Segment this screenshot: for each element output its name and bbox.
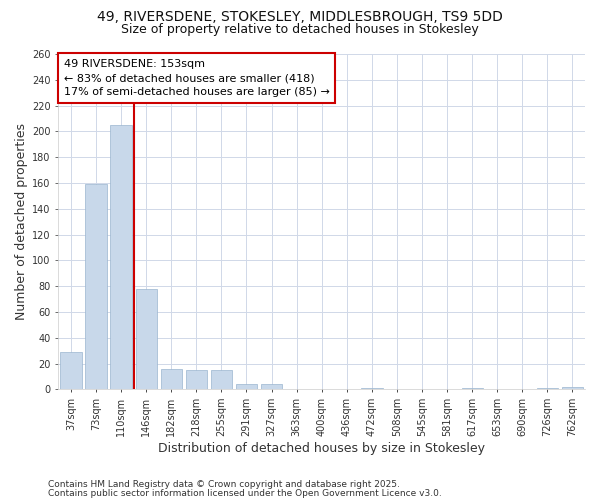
- Y-axis label: Number of detached properties: Number of detached properties: [15, 123, 28, 320]
- X-axis label: Distribution of detached houses by size in Stokesley: Distribution of detached houses by size …: [158, 442, 485, 455]
- Bar: [261, 384, 282, 390]
- Text: 49 RIVERSDENE: 153sqm
← 83% of detached houses are smaller (418)
17% of semi-det: 49 RIVERSDENE: 153sqm ← 83% of detached …: [64, 59, 329, 97]
- Text: Size of property relative to detached houses in Stokesley: Size of property relative to detached ho…: [121, 22, 479, 36]
- Bar: [537, 388, 558, 390]
- Bar: [110, 125, 132, 390]
- Bar: [236, 384, 257, 390]
- Bar: [61, 352, 82, 390]
- Text: Contains public sector information licensed under the Open Government Licence v3: Contains public sector information licen…: [48, 488, 442, 498]
- Bar: [161, 368, 182, 390]
- Bar: [562, 386, 583, 390]
- Text: Contains HM Land Registry data © Crown copyright and database right 2025.: Contains HM Land Registry data © Crown c…: [48, 480, 400, 489]
- Bar: [211, 370, 232, 390]
- Bar: [361, 388, 383, 390]
- Bar: [85, 184, 107, 390]
- Bar: [185, 370, 207, 390]
- Text: 49, RIVERSDENE, STOKESLEY, MIDDLESBROUGH, TS9 5DD: 49, RIVERSDENE, STOKESLEY, MIDDLESBROUGH…: [97, 10, 503, 24]
- Bar: [136, 288, 157, 390]
- Bar: [461, 388, 483, 390]
